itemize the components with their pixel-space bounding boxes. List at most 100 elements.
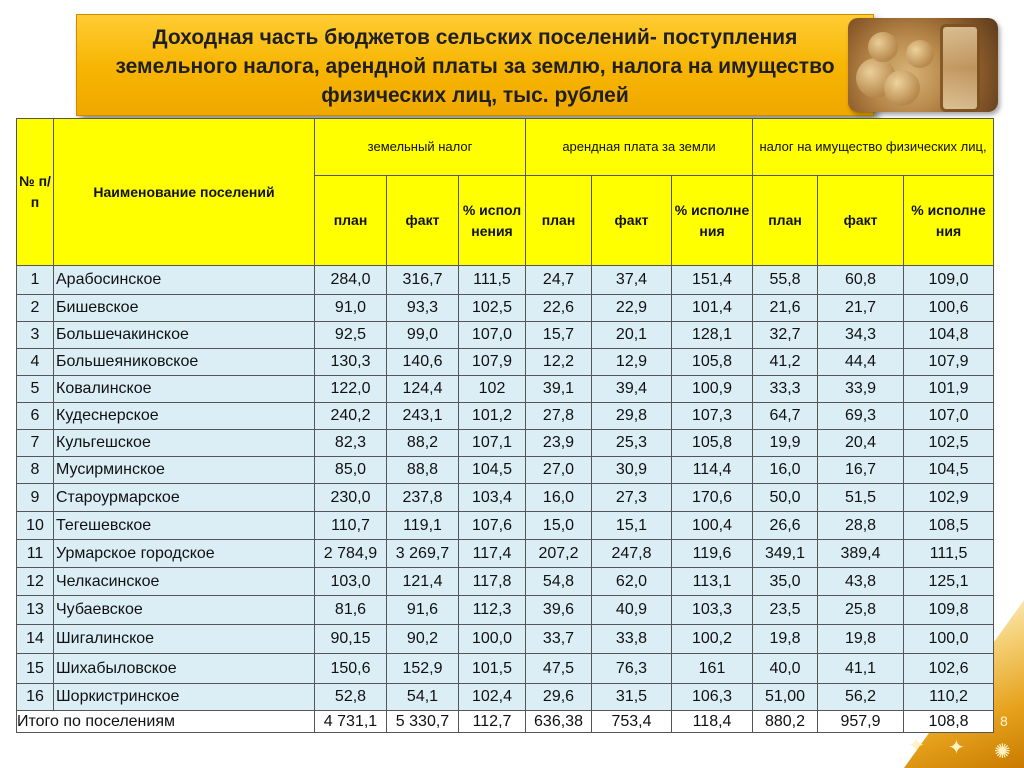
settlement-name: Кудеснерское bbox=[53, 402, 315, 430]
settlement-name: Шигалинское bbox=[53, 624, 315, 654]
value-cell: 88,8 bbox=[386, 456, 459, 484]
value-cell: 102,9 bbox=[903, 483, 995, 512]
row-number: 1 bbox=[16, 265, 54, 295]
row-number: 3 bbox=[16, 321, 54, 349]
value-cell: 117,4 bbox=[458, 539, 526, 568]
settlement-name: Бишевское bbox=[53, 294, 315, 322]
value-cell: 54,1 bbox=[386, 683, 459, 711]
value-cell: 62,0 bbox=[591, 567, 672, 596]
value-cell: 3 269,7 bbox=[386, 539, 459, 568]
value-cell: 103,4 bbox=[458, 483, 526, 512]
value-cell: 19,9 bbox=[752, 429, 819, 457]
value-cell: 91,6 bbox=[386, 595, 459, 625]
value-cell: 91,0 bbox=[314, 294, 387, 322]
value-cell: 60,8 bbox=[817, 265, 905, 295]
table-row: 15 Шихабыловское 150,6 152,9 101,5 47,5 76,3 16… bbox=[16, 653, 995, 684]
value-cell: 81,6 bbox=[314, 595, 387, 625]
table-row: 5 Ковалинское 122,0 124,4 102 39,1 39,4 100,9 33… bbox=[16, 375, 995, 403]
value-cell: 90,2 bbox=[386, 624, 459, 654]
value-cell: 114,4 bbox=[670, 456, 754, 484]
coins-hourglass-image bbox=[848, 18, 998, 112]
value-cell: 100,0 bbox=[903, 624, 995, 654]
row-number: 9 bbox=[16, 483, 54, 512]
settlement-name: Арабосинское bbox=[53, 265, 315, 295]
value-cell: 33,3 bbox=[752, 375, 819, 403]
total-label: Итого по поселениям bbox=[16, 710, 315, 733]
value-cell: 76,3 bbox=[591, 653, 672, 684]
value-cell: 15,0 bbox=[525, 511, 592, 540]
value-cell: 22,9 bbox=[591, 294, 672, 322]
row-number: 13 bbox=[16, 595, 54, 625]
value-cell: 161 bbox=[670, 653, 754, 684]
table-row: 14 Шигалинское 90,15 90,2 100,0 33,7 33,8 100,2… bbox=[16, 624, 995, 654]
value-cell: 151,4 bbox=[670, 265, 754, 295]
value-cell: 2 784,9 bbox=[314, 539, 387, 568]
value-cell: 121,4 bbox=[386, 567, 459, 596]
row-number: 8 bbox=[16, 456, 54, 484]
value-cell: 32,7 bbox=[752, 321, 819, 349]
value-cell: 100,9 bbox=[670, 375, 754, 403]
value-cell: 27,8 bbox=[525, 402, 592, 430]
value-cell: 85,0 bbox=[314, 456, 387, 484]
row-number: 7 bbox=[16, 429, 54, 457]
table-row: 8 Мусирминское 85,0 88,8 104,5 27,0 30,9 114,4 1… bbox=[16, 456, 995, 484]
value-cell: 40,0 bbox=[752, 653, 819, 684]
settlement-name: Челкасинское bbox=[53, 567, 315, 596]
total-value-cell: 108,8 bbox=[903, 710, 995, 733]
value-cell: 103,3 bbox=[670, 595, 754, 625]
table-row: 11 Урмарское городское 2 784,9 3 269,7 117,4… bbox=[16, 539, 995, 568]
value-cell: 101,2 bbox=[458, 402, 526, 430]
value-cell: 207,2 bbox=[525, 539, 592, 568]
value-cell: 107,9 bbox=[903, 348, 995, 376]
value-cell: 104,5 bbox=[903, 456, 995, 484]
table-row: 12 Челкасинское 103,0 121,4 117,8 54,8 62,0 113… bbox=[16, 567, 995, 596]
value-cell: 93,3 bbox=[386, 294, 459, 322]
col-header-plan: план bbox=[752, 175, 819, 266]
value-cell: 111,5 bbox=[458, 265, 526, 295]
col-header-name: Наименование поселений bbox=[53, 118, 315, 266]
table-row: 9 Староурмарское 230,0 237,8 103,4 16,0 27,3 17… bbox=[16, 483, 995, 512]
group-header-property-tax: налог на имущество физических лиц, bbox=[752, 118, 995, 176]
value-cell: 51,00 bbox=[752, 683, 819, 711]
value-cell: 16,7 bbox=[817, 456, 905, 484]
value-cell: 112,3 bbox=[458, 595, 526, 625]
value-cell: 37,4 bbox=[591, 265, 672, 295]
value-cell: 25,8 bbox=[817, 595, 905, 625]
row-number: 16 bbox=[16, 683, 54, 711]
value-cell: 102,5 bbox=[458, 294, 526, 322]
total-value-cell: 880,2 bbox=[752, 710, 819, 733]
value-cell: 26,6 bbox=[752, 511, 819, 540]
value-cell: 106,3 bbox=[670, 683, 754, 711]
value-cell: 44,4 bbox=[817, 348, 905, 376]
value-cell: 105,8 bbox=[670, 348, 754, 376]
value-cell: 23,9 bbox=[525, 429, 592, 457]
value-cell: 33,7 bbox=[525, 624, 592, 654]
budget-table: № п/п Наименование поселений земельный н… bbox=[16, 118, 995, 733]
col-header-plan: план bbox=[525, 175, 592, 266]
row-number: 6 bbox=[16, 402, 54, 430]
settlement-name: Большечакинское bbox=[53, 321, 315, 349]
value-cell: 107,0 bbox=[903, 402, 995, 430]
row-number: 14 bbox=[16, 624, 54, 654]
value-cell: 27,0 bbox=[525, 456, 592, 484]
value-cell: 100,4 bbox=[670, 511, 754, 540]
value-cell: 103,0 bbox=[314, 567, 387, 596]
value-cell: 33,8 bbox=[591, 624, 672, 654]
value-cell: 247,8 bbox=[591, 539, 672, 568]
value-cell: 107,6 bbox=[458, 511, 526, 540]
row-number: 15 bbox=[16, 653, 54, 684]
star-icon: ✦ bbox=[908, 735, 925, 757]
value-cell: 51,5 bbox=[817, 483, 905, 512]
value-cell: 50,0 bbox=[752, 483, 819, 512]
title-banner: Доходная часть бюджетов сельских поселен… bbox=[76, 14, 874, 116]
value-cell: 105,8 bbox=[670, 429, 754, 457]
value-cell: 29,8 bbox=[591, 402, 672, 430]
row-number: 12 bbox=[16, 567, 54, 596]
value-cell: 101,5 bbox=[458, 653, 526, 684]
total-value-cell: 753,4 bbox=[591, 710, 672, 733]
value-cell: 90,15 bbox=[314, 624, 387, 654]
value-cell: 23,5 bbox=[752, 595, 819, 625]
value-cell: 33,9 bbox=[817, 375, 905, 403]
table-row: 7 Кульгешское 82,3 88,2 107,1 23,9 25,3 105,8 19… bbox=[16, 429, 995, 457]
table-row: 4 Большеяниковское 130,3 140,6 107,9 12,2 12,9… bbox=[16, 348, 995, 376]
